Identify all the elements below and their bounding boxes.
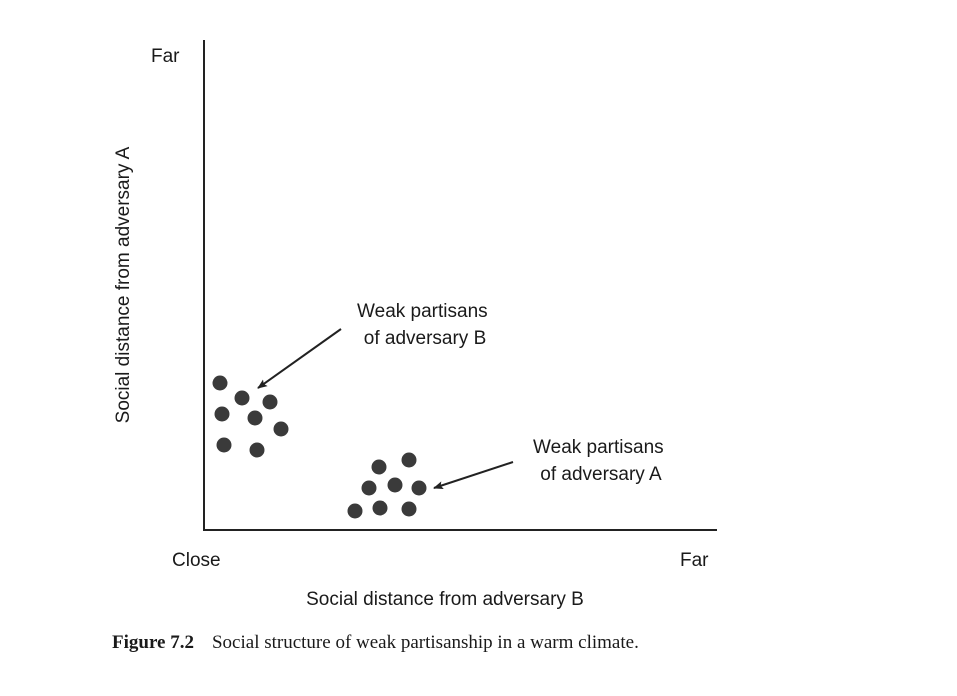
arrow-to-cluster-a	[433, 461, 514, 489]
x-axis-label: Social distance from adversary B	[306, 589, 584, 610]
dot	[273, 421, 289, 437]
dot	[234, 390, 250, 406]
dot	[361, 480, 377, 496]
group-b-label-line-1: Weak partisans	[357, 301, 488, 322]
dot	[249, 442, 265, 458]
cluster-weak-partisans-b	[212, 375, 289, 458]
dot	[401, 501, 417, 517]
y-axis-label: Social distance from adversary A	[113, 146, 134, 423]
dot	[214, 406, 230, 422]
figure-caption-text: Social structure of weak partisanship in…	[211, 632, 639, 653]
figure-caption-label: Figure 7.2	[112, 632, 194, 653]
x-axis-left-label: Close	[172, 550, 221, 571]
group-a-label-line-2: of adversary A	[540, 464, 662, 485]
dot	[372, 500, 388, 516]
group-a-label: Weak partisans of adversary A	[533, 437, 669, 485]
group-b-label-line-2: of adversary B	[364, 328, 487, 349]
dot	[347, 503, 363, 519]
dot	[411, 480, 427, 496]
group-a-label-line-1: Weak partisans	[533, 437, 664, 458]
dot	[216, 437, 232, 453]
dot	[371, 459, 387, 475]
cluster-weak-partisans-a	[347, 452, 427, 519]
dot	[401, 452, 417, 468]
figure-caption: Figure 7.2 Social structure of weak parti…	[112, 632, 932, 654]
dot	[262, 394, 278, 410]
y-axis-top-label: Far	[151, 46, 180, 67]
dot	[387, 477, 403, 493]
dot	[247, 410, 263, 426]
arrow-to-cluster-b	[257, 328, 342, 389]
group-b-label: Weak partisans of adversary B	[357, 301, 493, 349]
x-axis-right-label: Far	[680, 550, 709, 571]
dot	[212, 375, 228, 391]
